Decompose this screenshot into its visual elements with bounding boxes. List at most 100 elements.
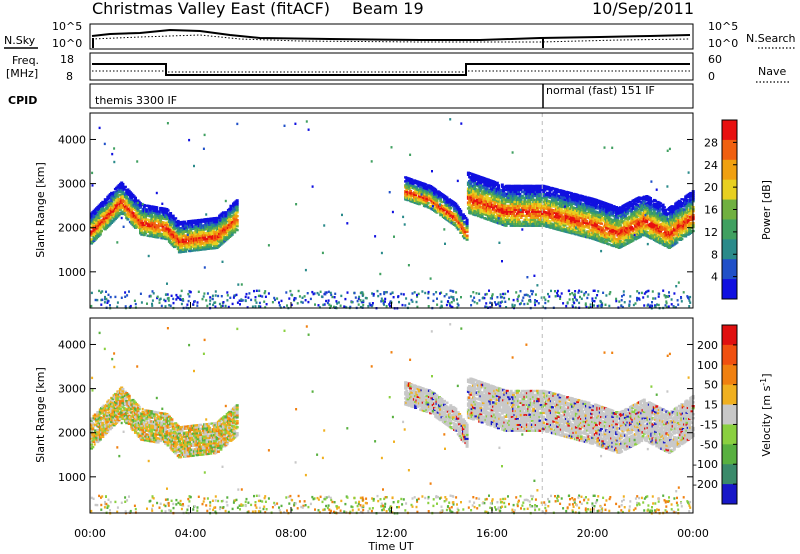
echo-cell [193,249,196,252]
echo-cell [595,214,598,218]
echo-cell [612,244,616,248]
scatter-cell [424,291,427,295]
echo-cell [186,222,190,225]
scatter-cell [585,305,588,309]
scatter-cell [490,297,493,300]
echo-cell [235,228,239,232]
echo-cell [618,224,622,227]
echo-cell [154,223,158,227]
echo-cell [484,191,488,195]
echo-cell [544,215,548,218]
scatter-cell [402,293,405,296]
echo-cell [640,216,644,220]
echo-cell [610,236,614,239]
echo-cell [551,193,554,196]
echo-cell [625,238,629,241]
echo-cell [157,230,161,233]
scatter-cell [161,202,164,205]
echo-cell [562,190,566,193]
scatter-cell [427,292,430,295]
echo-cell [142,233,146,237]
echo-cell [167,230,171,233]
scatter-cell [202,295,205,298]
echo-cell [476,191,480,194]
echo-cell [573,209,577,212]
echo-cell [473,179,477,183]
echo-cell [103,200,107,203]
echo-cell [191,233,195,236]
scatter-cell [523,302,526,306]
echo-cell [171,240,175,243]
echo-cell [489,211,493,214]
echo-cell [171,230,175,233]
echo-cell [98,233,102,236]
echo-cell [103,212,107,215]
echo-cell [620,219,624,222]
scatter-cell [304,268,307,272]
echo-cell [622,236,626,239]
echo-cell [498,212,502,215]
echo-cell [548,190,552,193]
scatter-cell [367,305,370,308]
scatter-cell [436,297,438,300]
echo-cell [502,189,506,193]
echo-cell [499,216,503,220]
scatter-cell [274,298,276,302]
echo-cell [144,220,147,223]
nsky-tick-top: 10^5 [52,20,82,33]
echo-cell [631,229,635,232]
echo-cell [552,201,556,204]
scatter-cell [472,291,475,294]
echo-cell [583,195,587,199]
echo-cell [122,200,126,203]
echo-cell [118,186,122,190]
echo-cell [548,192,552,195]
echo-cell [493,194,497,198]
plot-title: Christmas Valley East (fitACF) [92,0,330,18]
echo-cell [642,197,646,200]
echo-cell [159,224,163,228]
echo-cell [608,217,612,221]
echo-cell [577,219,581,223]
echo-cell [181,232,185,236]
echo-cell [630,234,634,237]
echo-cell [621,240,625,243]
echo-cell [422,184,426,188]
echo-cell [538,200,542,204]
echo-cell [562,225,566,229]
echo-cell [469,200,473,203]
echo-cell [445,210,449,213]
echo-cell [587,224,591,227]
freq-tick-top: 18 [60,53,74,66]
echo-cell [235,199,239,202]
echo-cell [527,224,531,227]
echo-cell [534,214,538,217]
echo-cell [581,195,585,198]
echo-cell [230,233,234,236]
echo-cell [509,206,513,210]
echo-cell [484,189,488,193]
echo-cell [561,205,565,209]
echo-cell [505,192,509,196]
echo-cell [451,214,455,218]
echo-cell [407,193,411,196]
echo-cell [577,198,581,201]
echo-cell [554,196,558,199]
echo-cell [561,211,565,214]
echo-cell [107,224,111,227]
echo-cell [661,203,665,206]
scatter-cell [356,299,359,303]
scatter-cell [114,295,117,299]
scatter-cell [103,142,106,146]
echo-cell [601,227,605,230]
echo-cell [661,221,665,224]
echo-cell [586,208,590,211]
echo-cell [566,197,570,200]
scatter-cell [370,160,373,163]
echo-cell [613,219,617,222]
scatter-cell [362,303,365,307]
echo-cell [578,210,582,213]
echo-cell [404,184,408,187]
echo-cell [665,223,669,226]
echo-cell [454,212,458,215]
